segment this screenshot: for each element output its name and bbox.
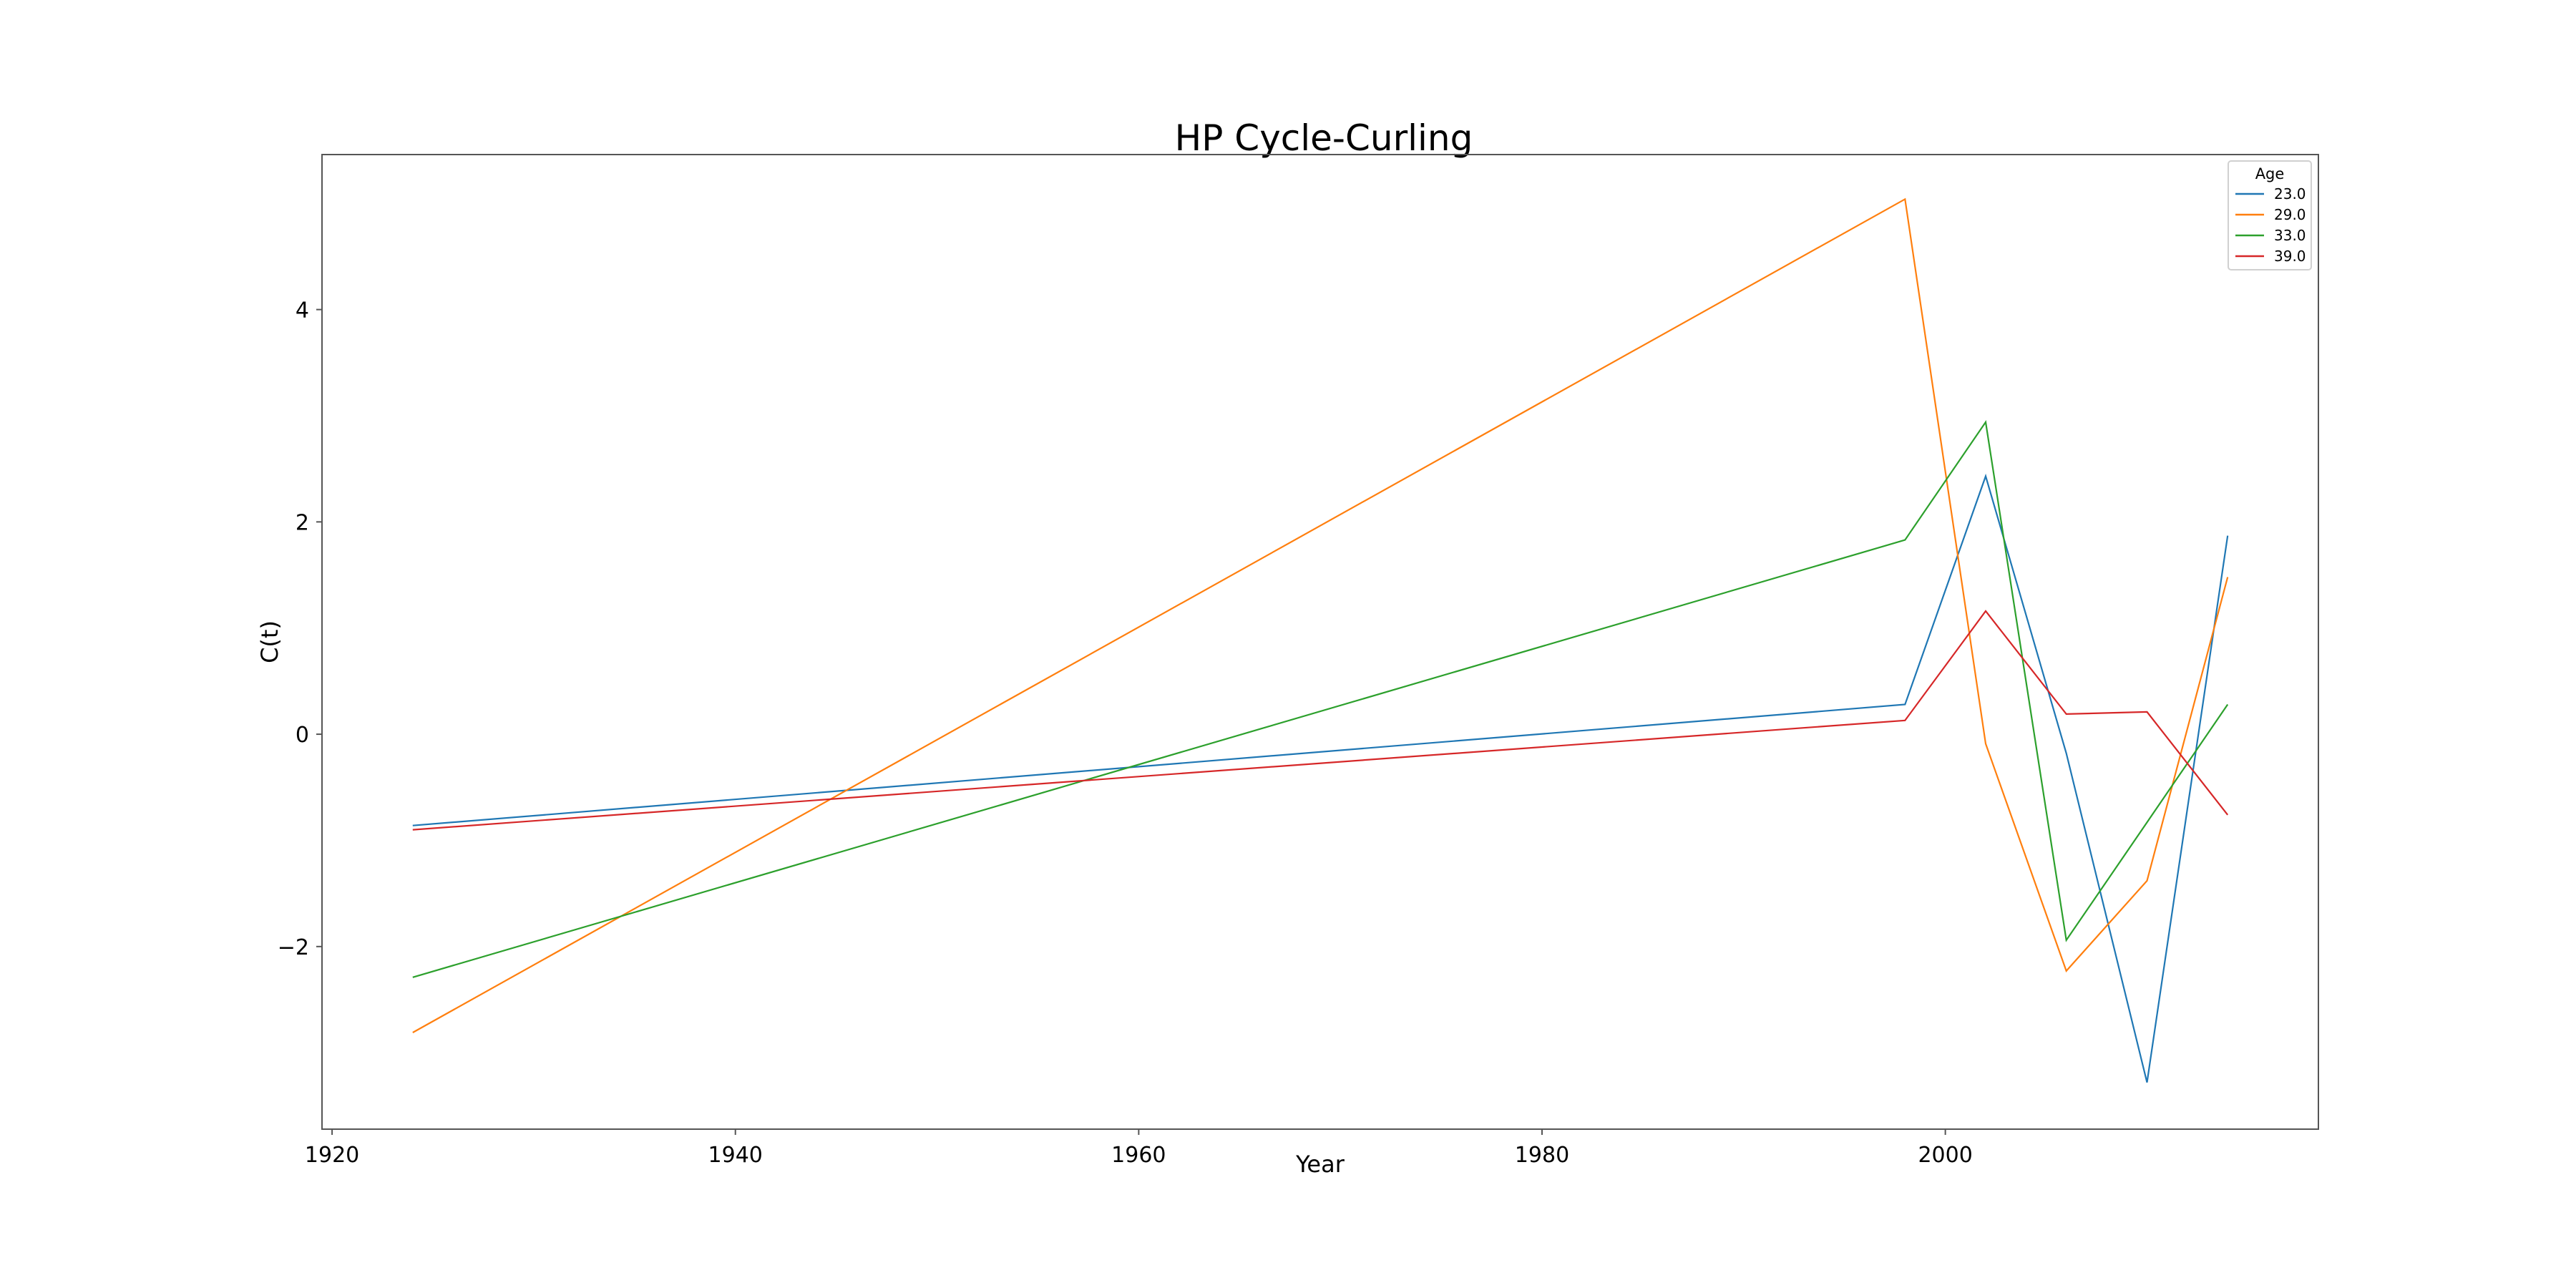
plot-area: [321, 154, 2319, 1130]
series-layer: [412, 197, 2229, 1083]
legend-frame: [2228, 160, 2312, 270]
x-tick-label: 1940: [708, 1143, 763, 1168]
legend-items: 23.0 29.0 33.0 39.0: [2235, 185, 2306, 265]
legend-label-39.0: 39.0: [2274, 248, 2306, 265]
y-tick-label: 2: [296, 510, 309, 535]
chart-title: HP Cycle-Curling: [1175, 117, 1473, 159]
legend-title: Age: [2255, 165, 2285, 182]
legend-label-29.0: 29.0: [2274, 206, 2306, 223]
series-line-33.0: [412, 419, 2229, 978]
legend: Age 23.0 29.0 33.0 39.0: [2228, 160, 2312, 270]
series-line-29.0: [412, 197, 2229, 1033]
x-tick-label: 2000: [1918, 1143, 1972, 1168]
series-line-23.0: [412, 473, 2229, 1083]
x-axis-label: Year: [1295, 1151, 1345, 1178]
x-axis: 1920 1940 1960 1980 2000: [305, 1129, 1973, 1168]
y-tick-label: −2: [278, 935, 309, 960]
x-tick-label: 1980: [1515, 1143, 1569, 1168]
plot-frame: [321, 154, 2319, 1130]
series-line-39.0: [412, 610, 2229, 831]
y-axis: −2 0 2 4: [278, 298, 322, 960]
legend-label-23.0: 23.0: [2274, 185, 2306, 203]
x-tick-label: 1920: [305, 1143, 359, 1168]
y-tick-label: 0: [296, 723, 309, 748]
legend-label-33.0: 33.0: [2274, 227, 2306, 244]
y-tick-label: 4: [296, 298, 309, 323]
y-axis-label: C(t): [256, 620, 283, 663]
x-tick-label: 1960: [1111, 1143, 1166, 1168]
